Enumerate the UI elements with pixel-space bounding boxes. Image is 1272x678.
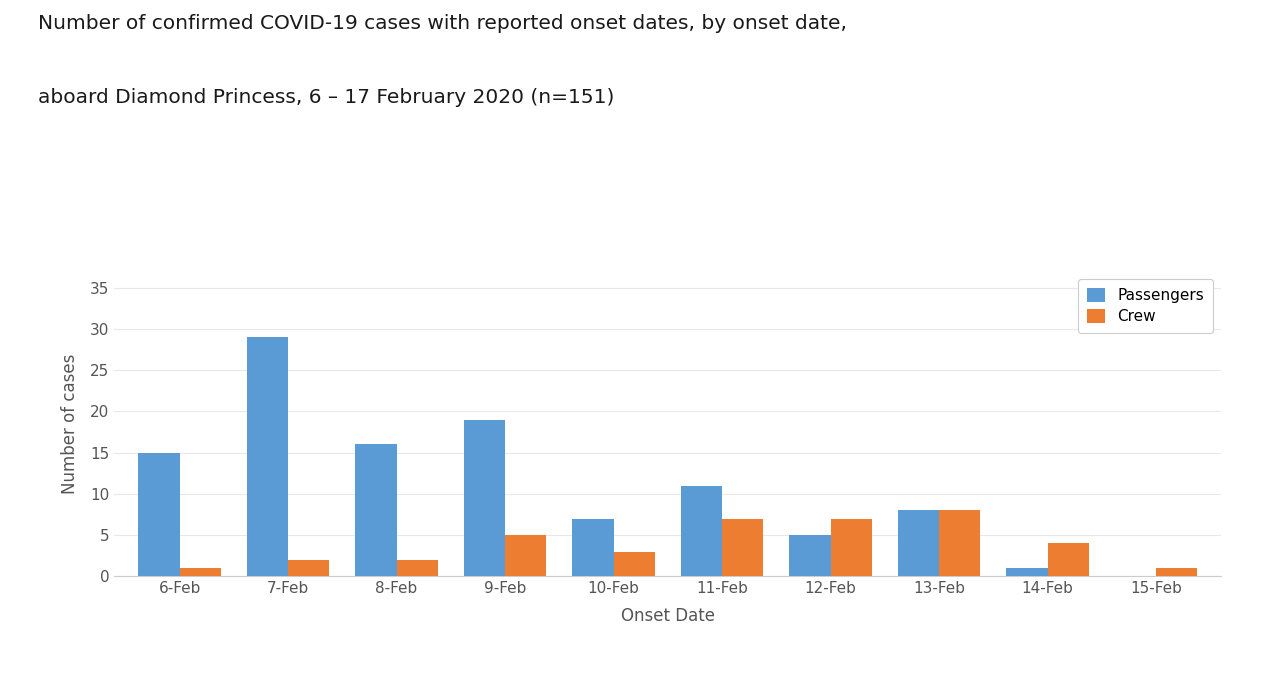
Bar: [1156, 568, 1197, 576]
Y-axis label: Number of cases: Number of cases: [61, 353, 79, 494]
Bar: [790, 535, 831, 576]
Bar: [831, 519, 871, 576]
Bar: [139, 453, 179, 576]
Bar: [355, 444, 397, 576]
Bar: [247, 337, 287, 576]
Bar: [681, 485, 722, 576]
Text: Number of confirmed COVID-19 cases with reported onset dates, by onset date,: Number of confirmed COVID-19 cases with …: [38, 14, 847, 33]
Bar: [397, 560, 438, 576]
Bar: [179, 568, 221, 576]
Bar: [1048, 543, 1089, 576]
Bar: [287, 560, 329, 576]
Bar: [898, 511, 939, 576]
X-axis label: Onset Date: Onset Date: [621, 607, 715, 625]
Bar: [939, 511, 981, 576]
Bar: [722, 519, 763, 576]
Legend: Passengers, Crew: Passengers, Crew: [1077, 279, 1213, 334]
Text: aboard Diamond Princess, 6 – 17 February 2020 (n=151): aboard Diamond Princess, 6 – 17 February…: [38, 88, 614, 107]
Bar: [1006, 568, 1048, 576]
Bar: [505, 535, 546, 576]
Bar: [572, 519, 613, 576]
Bar: [464, 420, 505, 576]
Bar: [613, 552, 655, 576]
